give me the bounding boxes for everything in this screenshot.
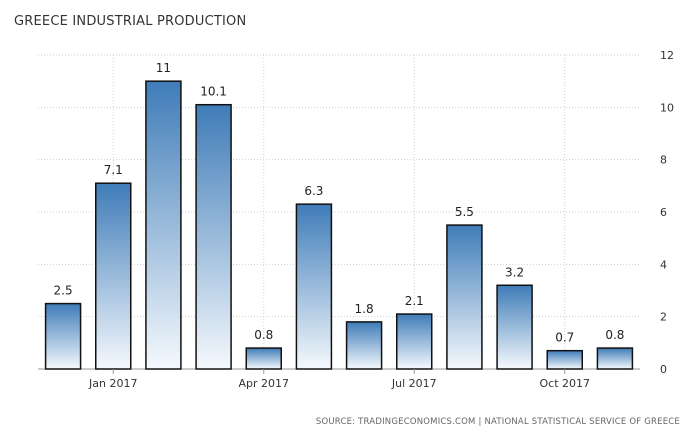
- bar: [496, 284, 533, 370]
- bar: [446, 224, 483, 370]
- bar: [195, 103, 232, 370]
- data-label: 0.8: [605, 328, 624, 342]
- y-tick-label: 0: [660, 363, 667, 376]
- x-tick-label: Apr 2017: [238, 377, 289, 390]
- data-label: 10.1: [200, 85, 227, 99]
- y-tick-label: 6: [660, 206, 667, 219]
- source-note: SOURCE: TRADINGECONOMICS.COM | NATIONAL …: [315, 417, 680, 427]
- data-labels: 2.5 7.1 11 10.1 0.8 6.3 1.8 2.1 5.5 3.2 0.7 0.8: [54, 61, 625, 345]
- data-label: 2.5: [54, 284, 73, 298]
- bar: [295, 203, 333, 370]
- bar: [596, 347, 634, 370]
- y-tick-label: 4: [660, 258, 667, 271]
- data-label: 0.7: [555, 331, 574, 345]
- data-label: 7.1: [104, 163, 123, 177]
- bar: [345, 321, 383, 370]
- bar: [245, 347, 282, 370]
- bar: [44, 302, 82, 370]
- data-label: 3.2: [505, 265, 524, 279]
- bar: [145, 80, 182, 370]
- x-tick-label: Jan 2017: [88, 377, 137, 390]
- x-axis-ticks: Jan 2017 Apr 2017 Jul 2017 Oct 2017: [88, 369, 590, 390]
- bar: [546, 349, 583, 370]
- x-tick-label: Oct 2017: [539, 377, 590, 390]
- bar: [396, 313, 433, 370]
- y-tick-label: 8: [660, 154, 667, 167]
- chart-title: GREECE INDUSTRIAL PRODUCTION: [14, 14, 247, 29]
- data-label: 0.8: [254, 328, 273, 342]
- y-tick-label: 10: [660, 101, 674, 114]
- data-label: 2.1: [405, 294, 424, 308]
- bar: [95, 182, 132, 370]
- x-tick-label: Jul 2017: [391, 377, 437, 390]
- data-label: 11: [156, 61, 171, 75]
- bars: [44, 80, 634, 370]
- y-tick-label: 2: [660, 311, 667, 324]
- y-tick-label: 12: [660, 49, 674, 62]
- data-label: 5.5: [455, 205, 474, 219]
- data-label: 6.3: [304, 184, 323, 198]
- data-label: 1.8: [355, 302, 374, 316]
- y-axis-ticks: 0 2 4 6 8 10 12: [660, 49, 674, 376]
